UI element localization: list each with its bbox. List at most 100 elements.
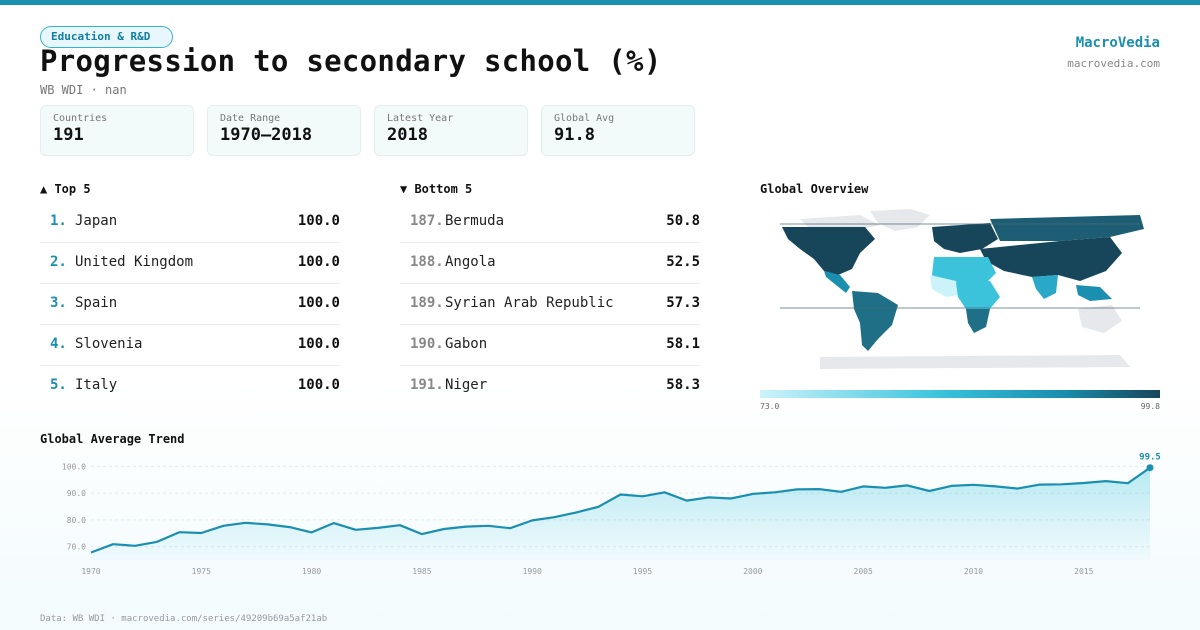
brand: MacroVedia macrovedia.com [1067, 35, 1160, 70]
country-name: Spain [75, 295, 118, 311]
legend-max-label: 99.8 [1140, 402, 1160, 411]
country-value: 57.3 [666, 295, 700, 311]
stat-label: Global Avg [554, 113, 615, 124]
map-region-europe[interactable] [932, 223, 998, 253]
country-name: Japan [75, 213, 118, 229]
country-value: 100.0 [297, 295, 340, 311]
category-badge[interactable]: Education & R&D [40, 26, 174, 48]
x-tick-label: 2000 [743, 567, 762, 576]
list-item[interactable]: 5. Italy 100.0 [40, 366, 340, 406]
list-item[interactable]: 1. Japan 100.0 [40, 202, 340, 243]
rank-number: 188. [410, 254, 444, 270]
map-legend-gradient [760, 390, 1160, 398]
rank-number: 2. [50, 254, 67, 270]
country-name: Angola [445, 254, 496, 270]
rank-number: 189. [410, 295, 444, 311]
legend-min-label: 73.0 [760, 402, 780, 411]
map-region-antarctica[interactable] [820, 355, 1130, 369]
map-region-australia[interactable] [1078, 305, 1122, 333]
rank-number: 5. [50, 377, 67, 393]
page-title: Progression to secondary school (%) [40, 44, 662, 78]
map-region-west-africa[interactable] [930, 275, 960, 297]
stat-value: 91.8 [554, 125, 595, 145]
country-value: 100.0 [297, 377, 340, 393]
world-map[interactable] [760, 205, 1160, 385]
rank-number: 4. [50, 336, 67, 352]
map-region-greenland[interactable] [870, 209, 930, 231]
x-tick-label: 2005 [854, 567, 873, 576]
country-name: United Kingdom [75, 254, 194, 270]
rank-number: 191. [410, 377, 444, 393]
stat-label: Countries [53, 113, 108, 124]
stat-value: 1970–2018 [220, 125, 313, 145]
rank-number: 190. [410, 336, 444, 352]
country-name: Syrian Arab Republic [445, 295, 614, 311]
x-tick-label: 2010 [964, 567, 983, 576]
y-tick-label: 80.0 [67, 516, 86, 525]
stat-card-global-avg: Global Avg 91.8 [541, 105, 695, 156]
map-region-southeast-asia[interactable] [1076, 285, 1112, 301]
trend-area [91, 467, 1150, 560]
stat-label: Date Range [220, 113, 281, 124]
map-region-south-asia[interactable] [1032, 275, 1058, 299]
list-item[interactable]: 3. Spain 100.0 [40, 284, 340, 325]
y-tick-label: 70.0 [67, 543, 86, 552]
list-item[interactable]: 188. Angola 52.5 [400, 243, 700, 284]
top5-heading: ▲ Top 5 [40, 182, 91, 196]
country-name: Slovenia [75, 336, 143, 352]
footer-source: Data: WB WDI · macrovedia.com/series/492… [40, 614, 328, 624]
map-region-southern-africa[interactable] [966, 309, 990, 333]
map-region-south-america[interactable] [852, 291, 898, 351]
map-region-central-africa[interactable] [956, 281, 1000, 311]
country-value: 52.5 [666, 254, 700, 270]
x-tick-label: 2015 [1074, 567, 1093, 576]
country-value: 100.0 [297, 254, 340, 270]
trend-x-axis: 1970 1975 1980 1985 1990 1995 2000 2005 2010 2015 [81, 567, 1093, 576]
trend-line [90, 466, 1151, 554]
map-heading: Global Overview [760, 182, 869, 196]
stat-value: 2018 [387, 125, 428, 145]
list-item[interactable]: 2. United Kingdom 100.0 [40, 243, 340, 284]
country-value: 58.3 [666, 377, 700, 393]
list-item[interactable]: 4. Slovenia 100.0 [40, 325, 340, 366]
map-region-asia[interactable] [980, 237, 1122, 281]
country-name: Niger [445, 377, 488, 393]
top-accent-bar [0, 0, 1200, 5]
rank-number: 1. [50, 213, 67, 229]
y-tick-label: 100.0 [62, 462, 86, 471]
page-subtitle: WB WDI · nan [40, 83, 127, 97]
brand-name[interactable]: MacroVedia [1075, 35, 1160, 51]
trend-points: 99.5 [90, 453, 1161, 553]
map-region-north-america[interactable] [782, 227, 875, 275]
stat-value: 191 [53, 125, 84, 145]
trend-heading: Global Average Trend [40, 432, 185, 446]
country-value: 100.0 [297, 213, 340, 229]
data-point [1146, 464, 1154, 472]
country-value: 58.1 [666, 336, 700, 352]
bottom5-heading: ▼ Bottom 5 [400, 182, 473, 196]
list-item[interactable]: 190. Gabon 58.1 [400, 325, 700, 366]
y-tick-label: 90.0 [67, 489, 86, 498]
stat-label: Latest Year [387, 113, 454, 124]
list-item[interactable]: 191. Niger 58.3 [400, 366, 700, 406]
country-value: 50.8 [666, 213, 700, 229]
x-tick-label: 1990 [523, 567, 542, 576]
list-item[interactable]: 189. Syrian Arab Republic 57.3 [400, 284, 700, 325]
list-item[interactable]: 187. Bermuda 50.8 [400, 202, 700, 243]
x-tick-label: 1970 [81, 567, 100, 576]
world-map-svg [780, 209, 1144, 369]
trend-y-axis: 70.0 80.0 90.0 100.0 [62, 462, 86, 551]
country-name: Italy [75, 377, 118, 393]
x-tick-label: 1995 [633, 567, 652, 576]
top5-list: 1. Japan 100.0 2. United Kingdom 100.0 3… [40, 202, 340, 406]
last-value-label: 99.5 [1139, 453, 1161, 463]
country-value: 100.0 [297, 336, 340, 352]
map-region-north-asia[interactable] [990, 215, 1144, 241]
stat-card-date-range: Date Range 1970–2018 [207, 105, 361, 156]
map-region-central-america[interactable] [824, 271, 850, 293]
stat-card-latest-year: Latest Year 2018 [374, 105, 528, 156]
map-region-north-africa[interactable] [932, 257, 996, 285]
brand-url[interactable]: macrovedia.com [1067, 57, 1160, 70]
bottom5-list: 187. Bermuda 50.8 188. Angola 52.5 189. … [400, 202, 700, 406]
